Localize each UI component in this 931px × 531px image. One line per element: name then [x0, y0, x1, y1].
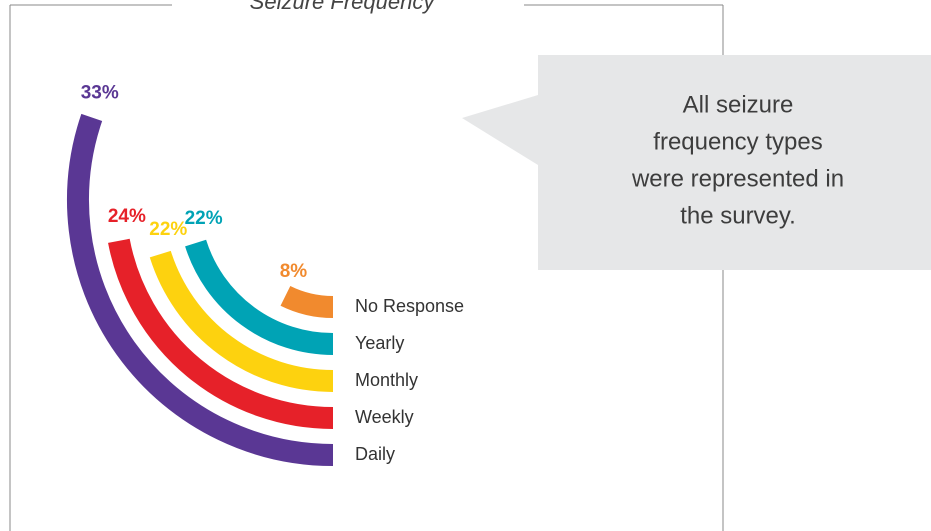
callout	[462, 55, 931, 270]
callout-text: the survey.	[680, 202, 796, 229]
value-label: 22%	[185, 208, 223, 229]
bar	[280, 285, 334, 318]
callout-text: were represented in	[631, 165, 844, 192]
value-label: 24%	[108, 206, 146, 227]
category-label: Yearly	[355, 333, 404, 353]
category-label: Monthly	[355, 370, 418, 390]
category-label: Daily	[355, 444, 395, 464]
bar	[149, 250, 334, 392]
bar	[67, 113, 334, 466]
value-label: 22%	[149, 219, 187, 240]
value-label: 33%	[81, 82, 119, 103]
bar	[108, 238, 334, 429]
value-label: 8%	[280, 261, 308, 282]
callout-text: All seizure	[683, 91, 794, 118]
bar	[185, 239, 334, 355]
chart-title: Seizure Frequency	[250, 0, 437, 14]
category-label: Weekly	[355, 407, 414, 427]
category-label: No Response	[355, 296, 464, 316]
callout-text: frequency types	[653, 128, 822, 155]
